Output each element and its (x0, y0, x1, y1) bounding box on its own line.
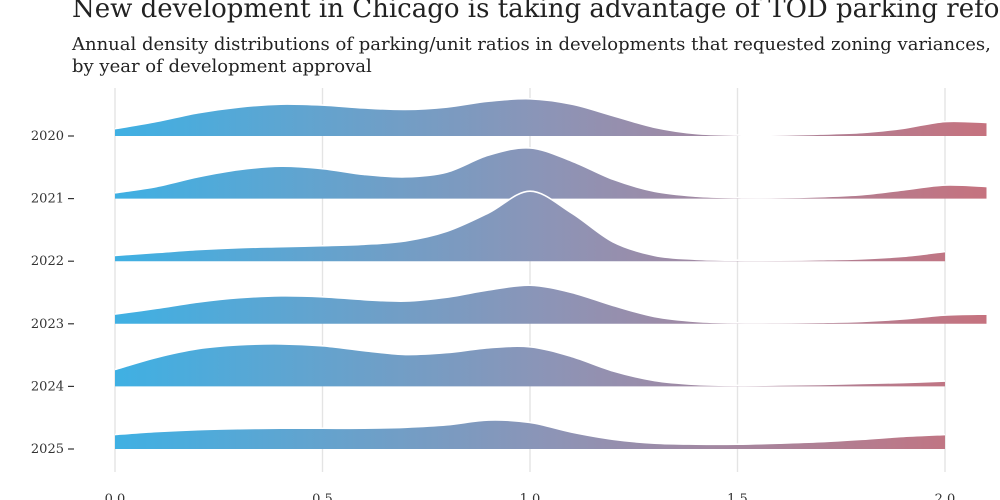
chart-title: New development in Chicago is taking adv… (72, 0, 1000, 24)
y-tick-label-2022: 2022 (31, 254, 64, 269)
x-axis: 0.0 0.5 1.0 1.5 2.0 (105, 492, 956, 500)
ridge-outline-2023 (114, 284, 987, 324)
ridge-area-2024 (115, 343, 945, 387)
ridge-outline-2022 (114, 190, 946, 262)
y-tick-label-2021: 2021 (31, 192, 64, 207)
ridge-outline-2021 (114, 146, 987, 199)
y-axis: 2020 2021 2022 2023 2024 2025 (31, 129, 74, 457)
ridge-outline-2020 (114, 97, 987, 136)
ridge-2022 (114, 190, 946, 262)
ridge-outline-2025 (114, 419, 946, 446)
y-tick-label-2020: 2020 (31, 129, 64, 144)
ridge-area-2023 (115, 285, 987, 324)
ridges (114, 97, 987, 449)
ridge-area-2025 (115, 419, 945, 449)
ridge-2023 (114, 284, 987, 324)
ridge-2020 (114, 97, 987, 136)
y-tick-label-2024: 2024 (31, 379, 64, 394)
chart-subtitle: Annual density distributions of parking/… (72, 34, 991, 77)
x-tick-label-2.0: 2.0 (935, 492, 956, 500)
ridge-2024 (114, 343, 946, 387)
y-tick-label-2025: 2025 (31, 442, 64, 457)
ridge-2025 (114, 419, 946, 449)
ridge-2021 (114, 146, 987, 199)
ridge-area-2021 (115, 147, 987, 199)
x-tick-label-0.0: 0.0 (105, 492, 126, 500)
ridge-area-2020 (115, 98, 987, 136)
y-tick-label-2023: 2023 (31, 317, 64, 332)
ridge-area-2022 (115, 191, 945, 262)
grid-lines (114, 88, 946, 472)
ridge-outline-2024 (114, 343, 946, 387)
x-tick-label-1.5: 1.5 (727, 492, 748, 500)
x-tick-label-1.0: 1.0 (520, 492, 541, 500)
x-tick-label-0.5: 0.5 (312, 492, 333, 500)
